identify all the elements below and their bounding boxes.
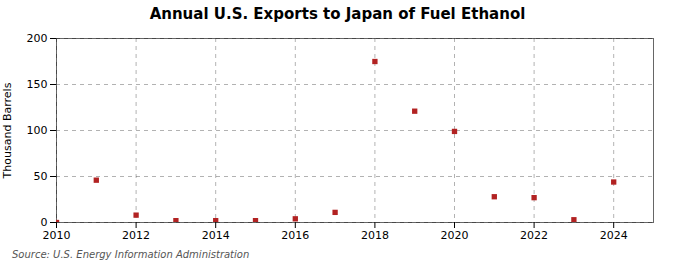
svg-text:2018: 2018 (361, 229, 389, 242)
html-text:Source: U.S. Energy Informatio: Source: U.S. Energy Information Administ… (12, 249, 250, 260)
svg-text:2014: 2014 (202, 229, 230, 242)
svg-text:2012: 2012 (122, 229, 150, 242)
svg-text:Thousand Barrels: Thousand Barrels (1, 82, 14, 179)
svg-text:200: 200 (27, 32, 48, 45)
svg-text:2020: 2020 (441, 229, 469, 242)
svg-text:50: 50 (34, 170, 48, 183)
svg-text:0: 0 (41, 216, 48, 229)
svg-text:2016: 2016 (281, 229, 309, 242)
html-text:Annual U.S. Exports to Japan o: Annual U.S. Exports to Japan of Fuel Eth… (149, 5, 526, 23)
svg-text:100: 100 (27, 124, 48, 137)
svg-text:2022: 2022 (520, 229, 548, 242)
svg-text:150: 150 (27, 78, 48, 91)
svg-text:2010: 2010 (43, 229, 71, 242)
svg-text:2024: 2024 (600, 229, 628, 242)
